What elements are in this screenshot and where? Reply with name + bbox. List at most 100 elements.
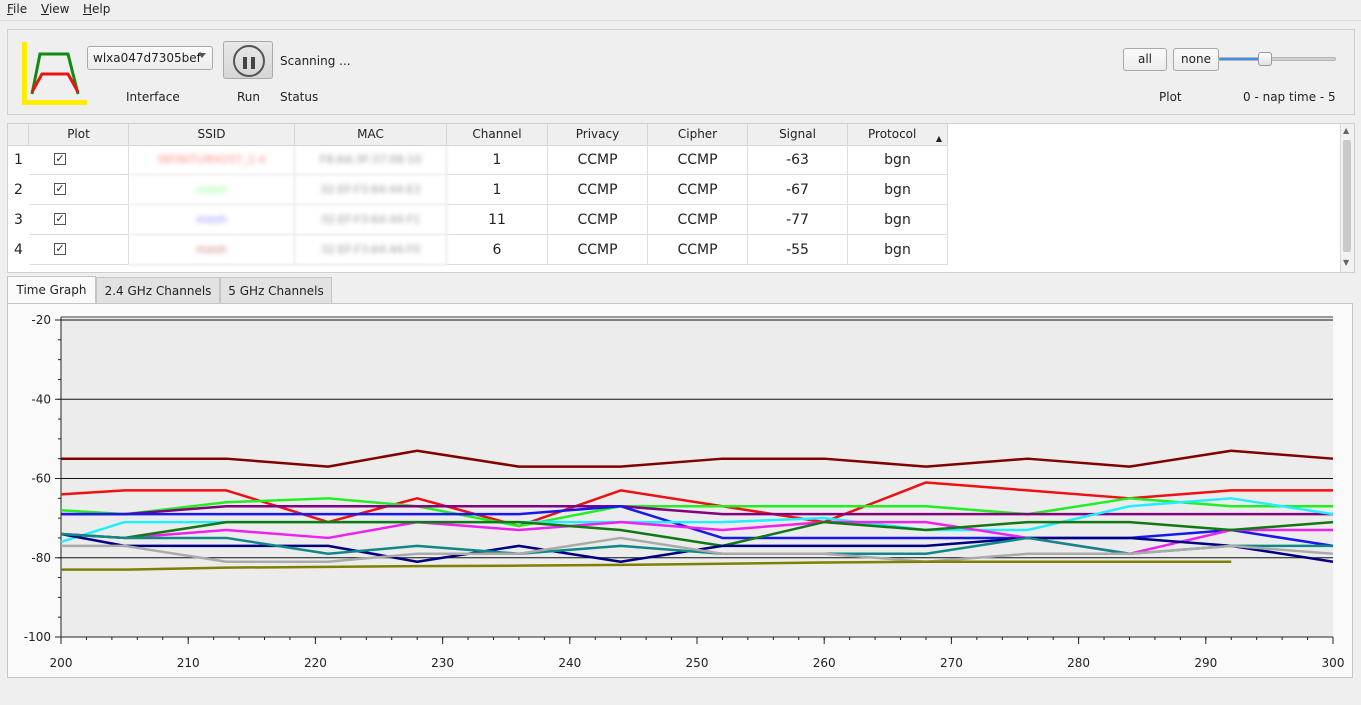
plot-label: Plot <box>1159 90 1182 104</box>
menu-file[interactable]: File <box>7 2 28 16</box>
series-line <box>60 532 1333 556</box>
menu-help[interactable]: Help <box>83 2 111 16</box>
cell-ssid: mesh <box>129 175 295 205</box>
col-signal[interactable]: Signal <box>748 124 848 145</box>
interface-label: Interface <box>126 90 180 104</box>
cell-channel: 11 <box>447 205 548 235</box>
app-logo-icon <box>22 42 87 105</box>
table-row[interactable]: 1 ✓ INFINITUM4207_2.4 F8:AA:3F:37:08:10 1 CCM… <box>8 145 948 175</box>
col-protocol[interactable]: Protocol ▲ <box>848 124 948 145</box>
run-pause-button[interactable] <box>223 41 273 79</box>
x-tick-label: 210 <box>177 656 200 670</box>
cell-privacy: CCMP <box>548 175 648 205</box>
scroll-up-icon[interactable]: ▲ <box>1343 126 1350 135</box>
col-privacy[interactable]: Privacy <box>548 124 648 145</box>
tab-5-ghz-channels[interactable]: 5 GHz Channels <box>220 277 332 303</box>
table-row[interactable]: 2 ✓ mesh 32:EF:F3:64:44:E3 1 CCMP CCMP -67 bgn <box>8 175 948 205</box>
x-tick-label: 280 <box>1067 656 1090 670</box>
cell-signal: -63 <box>748 145 848 175</box>
row-number: 2 <box>14 182 23 198</box>
cell-channel: 6 <box>447 235 548 265</box>
table-header: Plot SSID MAC Channel Privacy Cipher Sig… <box>8 124 948 146</box>
toolbar: wlxa047d7305bef Interface Run Scanning .… <box>7 29 1355 115</box>
tab-time-graph[interactable]: Time Graph <box>7 276 96 304</box>
col-plot[interactable]: Plot <box>29 124 129 145</box>
table-row[interactable]: 3 ✓ mesh 32:EF:F3:64:44:F1 11 CCMP CCMP -77 bgn <box>8 205 948 235</box>
col-ssid[interactable]: SSID <box>129 124 295 145</box>
status-label: Status <box>280 90 319 104</box>
series-line <box>60 532 1334 563</box>
y-tick-label: -20 <box>31 313 51 327</box>
x-tick-label: 200 <box>50 656 73 670</box>
table-scrollbar[interactable]: ▲ ▼ <box>1340 124 1354 272</box>
cell-mac: 32:EF:F3:64:44:E3 <box>295 175 447 205</box>
cell-protocol: bgn <box>848 205 948 235</box>
cell-cipher: CCMP <box>648 175 748 205</box>
plot-checkbox[interactable]: ✓ <box>54 152 66 165</box>
plot-cell: ✓ <box>29 205 129 235</box>
x-tick-label: 290 <box>1194 656 1217 670</box>
cell-privacy: CCMP <box>548 235 648 265</box>
menu-view[interactable]: View <box>41 2 70 16</box>
plot-checkbox[interactable]: ✓ <box>54 182 66 195</box>
plot-checkbox[interactable]: ✓ <box>54 242 66 255</box>
cell-signal: -55 <box>748 235 848 265</box>
cell-protocol: bgn <box>848 175 948 205</box>
chevron-down-icon <box>198 53 206 58</box>
x-tick-label: 250 <box>686 656 709 670</box>
x-tick-label: 220 <box>304 656 327 670</box>
scrollbar-thumb[interactable] <box>1343 140 1351 252</box>
series-line <box>60 497 1333 528</box>
series-line <box>60 520 1334 548</box>
row-number: 4 <box>14 242 23 258</box>
cell-cipher: CCMP <box>648 235 748 265</box>
plot-none-button[interactable]: none <box>1173 48 1219 71</box>
pause-icon <box>233 45 265 77</box>
plot-cell: ✓ <box>29 235 129 265</box>
nap-time-slider-handle[interactable] <box>1258 52 1273 66</box>
plot-checkbox[interactable]: ✓ <box>54 212 66 225</box>
network-table: Plot SSID MAC Channel Privacy Cipher Sig… <box>7 123 1355 273</box>
col-cipher[interactable]: Cipher <box>648 124 748 145</box>
nap-time-slider-fill <box>1219 58 1267 60</box>
run-label: Run <box>237 90 261 104</box>
cell-channel: 1 <box>447 175 548 205</box>
cell-ssid: mesh <box>129 235 295 265</box>
signal-time-graph: -20 -40 -60 -80 -100 200 210 220 230 240 250 260 270… <box>24 313 1345 670</box>
y-tick-label: -80 <box>31 551 51 565</box>
cell-cipher: CCMP <box>648 145 748 175</box>
cell-signal: -67 <box>748 175 848 205</box>
plot-all-button[interactable]: all <box>1123 48 1167 71</box>
col-mac[interactable]: MAC <box>295 124 447 145</box>
row-number: 3 <box>14 212 23 228</box>
cell-ssid: mesh <box>129 205 295 235</box>
x-tick-label: 270 <box>940 656 963 670</box>
x-tick-label: 230 <box>431 656 454 670</box>
y-tick-label: -100 <box>24 630 51 644</box>
x-tick-label: 300 <box>1322 656 1345 670</box>
cell-protocol: bgn <box>848 145 948 175</box>
cell-mac: 32:EF:F3:64:44:F0 <box>295 235 447 265</box>
series-line <box>61 560 1232 571</box>
interface-select[interactable]: wlxa047d7305bef <box>87 46 213 70</box>
series-line <box>61 536 1334 563</box>
cell-channel: 1 <box>447 145 548 175</box>
menu-bar: File View Help <box>0 0 1361 21</box>
table-row[interactable]: 4 ✓ mesh 32:EF:F3:64:44:F0 6 CCMP CCMP -55 bgn <box>8 235 948 265</box>
interface-value: wlxa047d7305bef <box>93 51 201 65</box>
tab-2-4-ghz-channels[interactable]: 2.4 GHz Channels <box>96 277 220 303</box>
cell-ssid: INFINITUM4207_2.4 <box>129 145 295 175</box>
nap-time-slider[interactable] <box>1218 57 1336 61</box>
sort-ascending-icon: ▲ <box>935 134 942 143</box>
cell-cipher: CCMP <box>648 205 748 235</box>
series-line <box>61 504 1333 516</box>
row-number: 1 <box>14 152 23 168</box>
scroll-down-icon[interactable]: ▼ <box>1343 258 1350 267</box>
series-line <box>61 449 1334 468</box>
col-protocol-label: Protocol <box>868 127 917 141</box>
nap-time-label: 0 - nap time - 5 <box>1243 90 1336 104</box>
cell-privacy: CCMP <box>548 145 648 175</box>
series-line <box>60 481 1333 528</box>
cell-mac: 32:EF:F3:64:44:F1 <box>295 205 447 235</box>
col-channel[interactable]: Channel <box>447 124 548 145</box>
